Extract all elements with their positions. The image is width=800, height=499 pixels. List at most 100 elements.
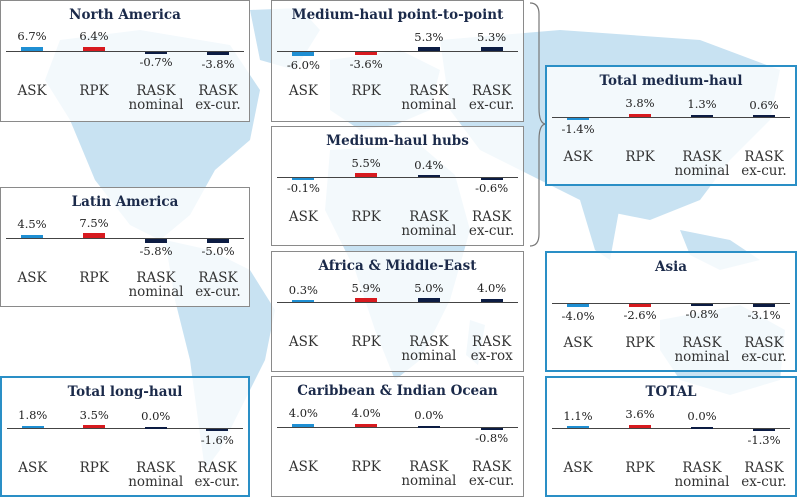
bar-rpk	[629, 424, 651, 429]
value-label: 6.7%	[17, 29, 47, 44]
panel-total: TOTAL 1.1% ASK 3.6% RPK 0.0% RASK nominal -1.3% R…	[545, 376, 797, 497]
category-label: RPK	[79, 460, 109, 476]
bar-ask	[567, 303, 589, 308]
category-label: ASK	[18, 460, 48, 476]
panel-title: Total medium-haul	[599, 73, 743, 89]
category-label: RASK ex-cur.	[194, 460, 240, 490]
bar-rask-nominal	[691, 303, 713, 306]
grouping-bracket	[529, 2, 547, 247]
category-label: RASK nominal	[674, 149, 730, 179]
category-label: ASK	[17, 83, 47, 99]
value-label: -1.6%	[200, 432, 234, 447]
bar-rask-ex-cur	[480, 427, 503, 430]
bar-ask	[567, 117, 589, 121]
bar-ask	[21, 234, 43, 239]
bar-rask-ex-cur	[206, 428, 229, 432]
value-label: 4.0%	[288, 406, 318, 421]
category-label: RASK ex-cur.	[468, 459, 515, 489]
category-label: RASK nominal	[128, 270, 184, 300]
panel-title: TOTAL	[645, 384, 697, 400]
value-label: 4.0%	[477, 281, 507, 296]
value-label: -1.3%	[747, 432, 781, 447]
panel-africa-and-middle-east: Africa & Middle-East 0.3% ASK 5.9% RPK 5.0% RA…	[271, 251, 524, 372]
category-label: RPK	[351, 334, 381, 350]
value-label: 0.6%	[749, 97, 779, 112]
value-label: 6.4%	[79, 29, 109, 44]
bar-rask-nominal	[417, 47, 440, 52]
bar-rask-nominal	[144, 426, 167, 429]
category-label: RPK	[625, 460, 655, 476]
category-label: RASK nominal	[401, 83, 457, 113]
bar-rask-ex-cur	[480, 177, 503, 180]
panel-medium-haul-point-to-point: Medium-haul point-to-point -6.0% ASK -3.6% R…	[271, 0, 524, 122]
category-label: RPK	[351, 209, 381, 225]
zero-axis	[552, 303, 790, 304]
bar-rask-nominal	[417, 425, 440, 428]
category-label: RPK	[79, 270, 109, 286]
panel-total-medium-haul: Total medium-haul -1.4% ASK 3.8% RPK 1.3% RASK…	[545, 65, 797, 186]
value-label: 5.3%	[477, 29, 507, 44]
value-label: -3.6%	[349, 56, 383, 71]
value-label: -5.0%	[201, 244, 235, 259]
bar-rpk	[355, 173, 378, 178]
category-label: RASK ex-cur.	[195, 270, 241, 300]
category-label: ASK	[563, 149, 593, 165]
bar-rpk	[355, 423, 378, 428]
bar-rask-nominal	[691, 426, 713, 429]
bar-ask	[567, 426, 589, 429]
bar-rask-ex-cur	[207, 51, 229, 56]
category-label: RASK ex-cur.	[741, 335, 787, 365]
value-label: 5.9%	[351, 280, 381, 295]
panel-title: Caribbean & Indian Ocean	[297, 383, 498, 399]
bar-rask-ex-cur	[207, 238, 229, 243]
value-label: -0.6%	[475, 181, 509, 196]
value-label: -6.0%	[286, 57, 320, 72]
panel-total-long-haul: Total long-haul 1.8% ASK 3.5% RPK 0.0% RASK nom…	[0, 376, 250, 497]
value-label: -0.8%	[685, 307, 719, 322]
value-label: 4.5%	[17, 217, 47, 232]
panel-title: Latin America	[71, 194, 179, 210]
value-label: -0.8%	[475, 431, 509, 446]
panel-medium-haul-hubs: Medium-haul hubs -0.1% ASK 5.5% RPK 0.4% RASK n…	[271, 126, 524, 246]
bar-rask-nominal	[691, 114, 713, 118]
category-label: RASK nominal	[674, 460, 730, 490]
bar-ask	[292, 300, 315, 303]
value-label: 0.3%	[288, 282, 318, 297]
value-label: 3.8%	[625, 96, 655, 111]
bar-ask	[292, 177, 315, 180]
category-label: ASK	[288, 209, 318, 225]
category-label: RASK ex-rox	[470, 334, 513, 364]
bar-rask-ex-cur	[753, 428, 775, 432]
category-label: RPK	[79, 83, 109, 99]
panel-title: North America	[69, 7, 181, 23]
value-label: -1.4%	[561, 121, 595, 136]
value-label: 0.0%	[414, 408, 444, 422]
category-label: RASK ex-cur.	[741, 149, 787, 179]
value-label: -3.8%	[201, 56, 235, 71]
panel-title: Asia	[655, 259, 687, 275]
category-label: ASK	[288, 83, 318, 99]
category-label: ASK	[288, 334, 318, 350]
value-label: -3.1%	[747, 308, 781, 323]
bar-rpk	[629, 303, 651, 307]
value-label: 5.5%	[351, 155, 381, 170]
value-label: -5.8%	[139, 244, 173, 259]
panel-title: Medium-haul point-to-point	[291, 7, 504, 23]
value-label: -2.6%	[623, 308, 657, 323]
bar-rask-nominal	[145, 238, 167, 243]
value-label: 5.3%	[414, 29, 444, 44]
bar-rask-ex-cur	[480, 47, 503, 52]
value-label: -4.0%	[561, 308, 595, 323]
value-label: 1.8%	[18, 408, 48, 423]
zero-axis	[6, 238, 244, 239]
category-label: RASK nominal	[674, 335, 730, 365]
value-label: 0.0%	[141, 409, 171, 423]
bar-rask-ex-cur	[753, 115, 775, 118]
bar-rpk	[83, 46, 105, 52]
bar-ask	[21, 425, 44, 429]
category-label: RASK ex-cur.	[741, 460, 787, 490]
category-label: RASK nominal	[128, 460, 184, 490]
category-label: RPK	[625, 335, 655, 351]
bar-rask-nominal	[417, 175, 440, 178]
value-label: 0.4%	[414, 157, 444, 172]
